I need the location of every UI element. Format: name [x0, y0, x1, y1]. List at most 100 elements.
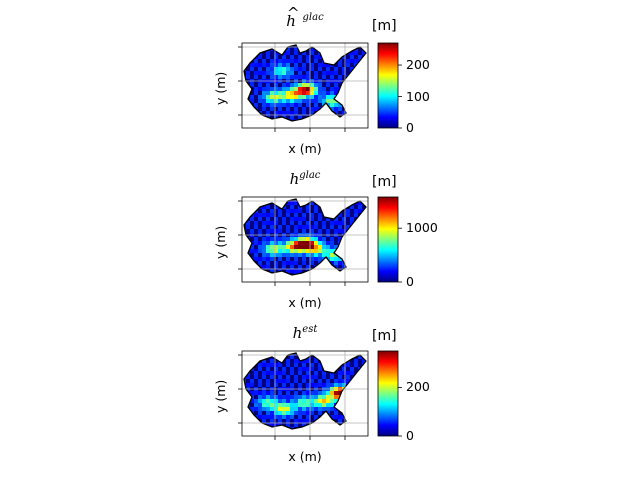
field-cell: [350, 111, 354, 115]
field-cell: [322, 391, 326, 395]
field-cell: [318, 411, 322, 415]
field-cell: [244, 201, 246, 205]
field-cell: [266, 265, 270, 269]
field-cell: [286, 91, 290, 95]
field-cell: [290, 201, 294, 205]
field-cell: [246, 257, 250, 261]
field-cell: [298, 67, 302, 71]
field-cell: [334, 221, 338, 225]
field-cell: [282, 75, 286, 79]
field-cell: [270, 63, 274, 67]
field-cell: [302, 253, 306, 257]
field-cell: [242, 123, 246, 127]
field-cell: [282, 59, 286, 63]
field-cell: [282, 395, 286, 399]
field-cell: [274, 75, 278, 79]
field-cell: [362, 379, 366, 383]
field-cell: [338, 103, 342, 107]
field-cell: [262, 45, 266, 47]
field-cell: [274, 411, 278, 415]
field-cell: [334, 103, 338, 107]
field-cell: [326, 363, 330, 367]
field-cell: [334, 391, 338, 395]
field-cell: [254, 269, 258, 273]
field-cell: [270, 419, 274, 423]
field-cell: [294, 107, 298, 111]
field-cell: [310, 107, 314, 111]
field-cell: [290, 91, 294, 95]
field-cell: [246, 107, 250, 111]
field-cell: [350, 367, 354, 371]
field-cell: [246, 221, 250, 225]
field-cell: [262, 403, 266, 407]
field-cell: [286, 107, 290, 111]
field-cell: [338, 119, 342, 121]
field-cell: [358, 209, 362, 213]
field-cell: [302, 51, 306, 55]
field-cell: [334, 229, 338, 233]
field-cell: [306, 221, 310, 225]
field-cell: [326, 123, 330, 127]
field-cell: [362, 59, 366, 63]
field-cell: [310, 91, 314, 95]
field-cell: [314, 253, 318, 257]
panel-2-colorbar-tick-label: 1000: [406, 220, 438, 236]
field-cell: [346, 403, 350, 407]
field-cell: [274, 229, 278, 233]
field-cell: [294, 83, 298, 87]
field-cell: [310, 391, 314, 395]
field-cell: [314, 75, 318, 79]
field-cell: [322, 199, 326, 201]
field-cell: [326, 427, 330, 429]
field-cell: [346, 399, 350, 403]
field-cell: [262, 355, 266, 359]
field-cell: [270, 363, 274, 367]
field-cell: [318, 367, 322, 371]
field-cell: [294, 213, 298, 217]
field-cell: [302, 213, 306, 217]
colorbar-gradient: [377, 350, 399, 437]
field-cell: [278, 47, 282, 51]
field-cell: [330, 95, 334, 99]
field-cell: [302, 75, 306, 79]
field-cell: [322, 419, 326, 423]
field-cell: [274, 111, 278, 115]
field-cell: [306, 205, 310, 209]
field-cell: [330, 261, 334, 265]
field-cell: [310, 411, 314, 415]
field-cell: [266, 55, 270, 59]
field-cell: [306, 265, 310, 269]
field-cell: [350, 371, 354, 375]
field-cell: [346, 371, 350, 375]
field-cell: [246, 415, 250, 419]
field-cell: [334, 411, 338, 415]
plot-frame: [241, 196, 369, 283]
field-cell: [318, 423, 322, 427]
field-cell: [270, 91, 274, 95]
panel-2-title-sup: glac: [299, 170, 321, 181]
field-cell: [314, 237, 318, 241]
field-cell: [350, 245, 354, 249]
field-cell: [294, 217, 298, 221]
field-cell: [274, 83, 278, 87]
field-cell: [318, 55, 322, 59]
plot-frame: [241, 350, 369, 437]
field-cell: [250, 391, 254, 395]
field-cell: [362, 111, 366, 115]
field-cell: [330, 241, 334, 245]
field-cell: [258, 395, 262, 399]
field-cell: [244, 395, 246, 399]
field-cell: [314, 257, 318, 261]
field-cell: [358, 75, 362, 79]
field-cell: [274, 217, 278, 221]
field-cell: [346, 59, 350, 63]
field-cell: [254, 221, 258, 225]
field-cell: [246, 55, 250, 59]
field-cell: [244, 273, 246, 275]
field-cell: [270, 75, 274, 79]
field-cell: [266, 427, 270, 429]
field-cell: [350, 67, 354, 71]
field-cell: [254, 403, 258, 407]
field-cell: [262, 237, 266, 241]
field-cell: [358, 55, 362, 59]
